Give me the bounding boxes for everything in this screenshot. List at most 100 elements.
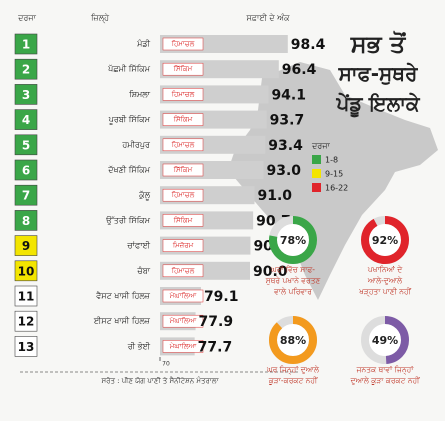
x-tick-label: 70 bbox=[162, 361, 170, 368]
donut-caption: ਜਨਤਕ ਥਾਵਾਂ ਜਿਨ੍ਹਾਂ bbox=[356, 365, 415, 375]
state: ਸਿੱਕਿਮ bbox=[173, 216, 193, 224]
source: ਸਰੋਤ : ਪੀਣ ਯੋਗ ਪਾਣੀ ਤੇ ਸੈਨੀਟੇਸ਼ਨ ਮੰਤਰਾਲਾ bbox=[100, 376, 219, 385]
state-box bbox=[162, 62, 204, 76]
title: ਸਾਫ-ਸੁਥਰੇ bbox=[338, 62, 419, 86]
value-label: 93.4 bbox=[268, 138, 303, 154]
donut-label: 92% bbox=[372, 234, 398, 247]
rank-box bbox=[14, 134, 38, 156]
district: ਚਾਂਫਾਈ bbox=[126, 241, 150, 250]
rank: 8 bbox=[22, 214, 30, 228]
district: ਮੰਡੀ bbox=[136, 39, 150, 49]
value-label: 98.4 bbox=[291, 37, 326, 53]
donut-arc bbox=[269, 316, 317, 364]
state: ਹਿਮਾਚਲ bbox=[171, 90, 195, 98]
district: ਵੈਸਟ ਖਾਸੀ ਹਿਲਜ਼ bbox=[95, 291, 151, 301]
state: ਸਿੱਕਿਮ bbox=[173, 166, 193, 174]
rank-box bbox=[14, 58, 38, 80]
rank: 11 bbox=[18, 290, 35, 304]
title: ਪੇਂਡੂ ਇਲਾਕੇ bbox=[335, 92, 420, 119]
district: ਪੱਛਮੀ ਸਿੱਕਿਮ bbox=[107, 65, 151, 74]
donut-caption: ਸੁਥਰੇ ਪਖਾਨੇ ਵਰਤਣ bbox=[265, 276, 322, 285]
state: ਹਿਮਾਚਲ bbox=[171, 40, 195, 48]
value-label: 94.1 bbox=[271, 87, 306, 103]
district: ਹਮੀਰਪੁਰ bbox=[121, 140, 151, 149]
value-label: 90.0 bbox=[253, 264, 288, 280]
district: ਪੂਰਬੀ ਸਿੱਕਿਮ bbox=[108, 115, 151, 124]
state: ਸਿੱਕਿਮ bbox=[173, 116, 193, 124]
rank-box bbox=[14, 235, 38, 256]
legend-swatch bbox=[312, 183, 321, 192]
donut-caption: ਘਰਾਂ ਵਿੱਚ ਸਾਫ- bbox=[270, 265, 315, 274]
rank-box bbox=[14, 33, 38, 55]
column-header: ਸਫ਼ਾਈ ਦੇ ਅੰਕ bbox=[245, 13, 290, 23]
state-box bbox=[162, 163, 204, 177]
value-label: 96.4 bbox=[282, 62, 317, 78]
state-box bbox=[162, 214, 204, 227]
rank: 1 bbox=[22, 38, 30, 52]
district: ਈਸਟ ਖਾਸੀ ਹਿਲਜ਼ bbox=[93, 317, 151, 326]
donut-arc bbox=[269, 216, 317, 264]
rank-box bbox=[14, 210, 38, 231]
state-box bbox=[162, 314, 204, 328]
rank: 2 bbox=[22, 63, 30, 77]
district: ਉੱਤਰੀ ਸਿੱਕਿਮ bbox=[105, 216, 151, 225]
state: ਹਿਮਾਚਲ bbox=[171, 267, 195, 275]
value-label: 79.1 bbox=[204, 289, 239, 305]
value-label: 91.0 bbox=[258, 188, 293, 204]
india-map bbox=[228, 62, 438, 300]
state-box bbox=[162, 88, 204, 101]
title: ਸਭ ਤੋਂ bbox=[350, 30, 407, 58]
state: ਮੇਘਾਲਿਆ bbox=[169, 291, 197, 300]
donut-arc bbox=[361, 216, 409, 264]
rank: 6 bbox=[22, 164, 30, 178]
value-label: 77.7 bbox=[198, 339, 233, 355]
rank: 13 bbox=[18, 340, 35, 354]
rank: 10 bbox=[18, 264, 35, 278]
district: ਸ਼ਿਮਲਾ bbox=[128, 90, 151, 99]
state-box bbox=[162, 289, 204, 303]
state-box bbox=[162, 138, 204, 152]
legend-label: 1-8 bbox=[325, 156, 338, 165]
donut-caption: ਆਲੇ-ਦੁਆਲੇ bbox=[367, 276, 403, 285]
donut-caption: ਦੁਆਲੇ ਕੂੜਾ ਕਰਕਟ ਨਹੀਂ bbox=[350, 376, 420, 385]
state-box bbox=[162, 113, 204, 126]
legend-swatch bbox=[312, 169, 321, 178]
state: ਮੇਘਾਲਿਆ bbox=[169, 341, 197, 350]
rank-box bbox=[14, 184, 38, 206]
rank: 7 bbox=[22, 189, 30, 203]
legend-title: ਦਰਜਾ bbox=[311, 142, 330, 151]
rank-box bbox=[14, 109, 38, 130]
legend-swatch bbox=[312, 155, 321, 164]
value-label: 93.7 bbox=[270, 113, 305, 129]
state: ਮਿਜ਼ੋਰਮ bbox=[172, 241, 194, 250]
state-box bbox=[162, 340, 204, 353]
rank-box bbox=[14, 260, 38, 282]
state: ਹਿਮਾਚਲ bbox=[171, 191, 195, 199]
rank: 5 bbox=[22, 138, 30, 152]
state-box bbox=[162, 37, 204, 51]
value-label: 77.9 bbox=[199, 314, 234, 330]
state-box bbox=[162, 239, 204, 252]
legend-label: 16-22 bbox=[325, 184, 348, 193]
legend-label: 9-15 bbox=[325, 170, 343, 179]
rank-box bbox=[14, 336, 38, 357]
state: ਮੇਘਾਲਿਆ bbox=[169, 316, 197, 325]
column-header: ਜ਼ਿਲ੍ਹੇ bbox=[90, 14, 110, 24]
donut-caption: ਪਖਾਨਿਆਂ ਦੇ bbox=[367, 265, 403, 274]
district: ਦੱਖਣੀ ਸਿੱਕਿਮ bbox=[107, 166, 150, 175]
rank: 4 bbox=[22, 113, 30, 127]
rank-box bbox=[14, 159, 38, 181]
donut-label: 49% bbox=[372, 334, 398, 347]
district: ਚੰਬਾ bbox=[136, 265, 150, 275]
donut-caption: ਘਰ ਜਿਨ੍ਹਾਂ ਦੁਆਲੇ bbox=[266, 365, 320, 375]
state-box bbox=[162, 264, 204, 278]
rank: 3 bbox=[22, 88, 30, 102]
rank: 9 bbox=[22, 239, 30, 253]
donut-arc bbox=[361, 316, 409, 364]
donut-caption: ਕੂੜਾ-ਕਰਕਟ ਨਹੀਂ bbox=[268, 376, 318, 385]
donut-caption: ਵਾਲੇ ਪਰਿਵਾਰ bbox=[273, 287, 313, 296]
state: ਹਿਮਾਚਲ bbox=[171, 141, 195, 149]
rank: 12 bbox=[18, 315, 35, 329]
donut-label: 88% bbox=[280, 334, 306, 347]
